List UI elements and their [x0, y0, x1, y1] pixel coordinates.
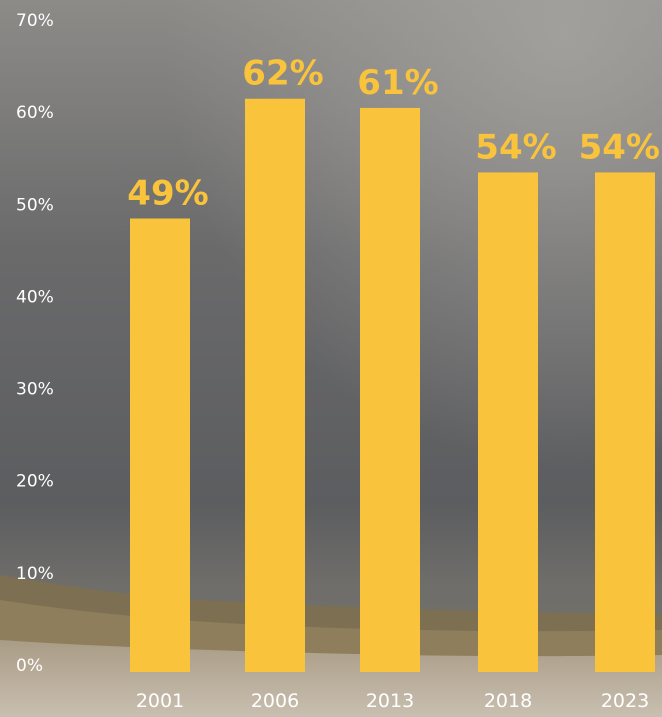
data-label: 49% — [127, 174, 208, 214]
data-label: 62% — [242, 54, 323, 94]
data-label: 54% — [475, 127, 556, 167]
x-tick-label: 2001 — [136, 690, 184, 712]
data-label: 54% — [579, 127, 660, 167]
data-label: 61% — [357, 63, 438, 103]
bar-2023 — [595, 172, 655, 672]
x-tick-label: 2013 — [366, 690, 414, 712]
x-tick-label: 2023 — [601, 690, 649, 712]
y-tick-label: 30% — [16, 380, 54, 400]
bar-2013 — [360, 107, 420, 672]
bar-2018 — [478, 172, 538, 672]
y-tick-label: 50% — [16, 195, 54, 215]
y-tick-label: 20% — [16, 472, 54, 492]
y-axis: 0% 10% 20% 30% 40% 50% 60% 70% — [16, 11, 54, 676]
y-tick-label: 40% — [16, 287, 54, 307]
y-tick-label: 60% — [16, 103, 54, 123]
x-tick-label: 2018 — [484, 690, 532, 712]
bar-2006 — [245, 98, 305, 672]
x-tick-label: 2006 — [251, 690, 299, 712]
y-tick-label: 0% — [16, 656, 43, 676]
bar-2001 — [130, 218, 190, 672]
y-tick-label: 70% — [16, 11, 54, 31]
data-labels-group: 49% 62% 61% 54% 54% — [127, 54, 660, 214]
x-axis: 2001 2006 2013 2018 2023 — [136, 690, 649, 712]
bars-group — [130, 98, 655, 672]
y-tick-label: 10% — [16, 564, 54, 584]
